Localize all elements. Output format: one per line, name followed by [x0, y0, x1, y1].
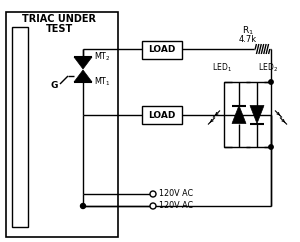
- Bar: [142, 106, 182, 124]
- Text: MT$_1$: MT$_1$: [94, 76, 111, 88]
- Text: 120V AC: 120V AC: [159, 202, 193, 211]
- Circle shape: [150, 191, 156, 197]
- Text: R$_1$: R$_1$: [242, 24, 254, 37]
- Text: TEST: TEST: [45, 24, 73, 34]
- Text: LED$_1$: LED$_1$: [212, 61, 232, 74]
- Bar: [6, 12, 118, 237]
- Circle shape: [269, 145, 273, 149]
- Bar: [142, 41, 182, 59]
- Text: TRIAC UNDER: TRIAC UNDER: [22, 14, 96, 24]
- Polygon shape: [74, 57, 92, 69]
- Polygon shape: [250, 106, 264, 123]
- Text: 120V AC: 120V AC: [159, 189, 193, 198]
- Circle shape: [269, 80, 273, 84]
- Text: G: G: [51, 81, 58, 90]
- Bar: [12, 27, 28, 227]
- Circle shape: [150, 203, 156, 209]
- Polygon shape: [232, 106, 246, 123]
- Circle shape: [80, 204, 86, 209]
- Text: 4.7k: 4.7k: [239, 35, 257, 44]
- Text: LOAD: LOAD: [148, 45, 176, 54]
- Bar: [224, 82, 271, 147]
- Polygon shape: [74, 70, 92, 82]
- Text: MT$_2$: MT$_2$: [94, 51, 111, 63]
- Text: LOAD: LOAD: [148, 111, 176, 120]
- Text: LED$_2$: LED$_2$: [258, 61, 278, 74]
